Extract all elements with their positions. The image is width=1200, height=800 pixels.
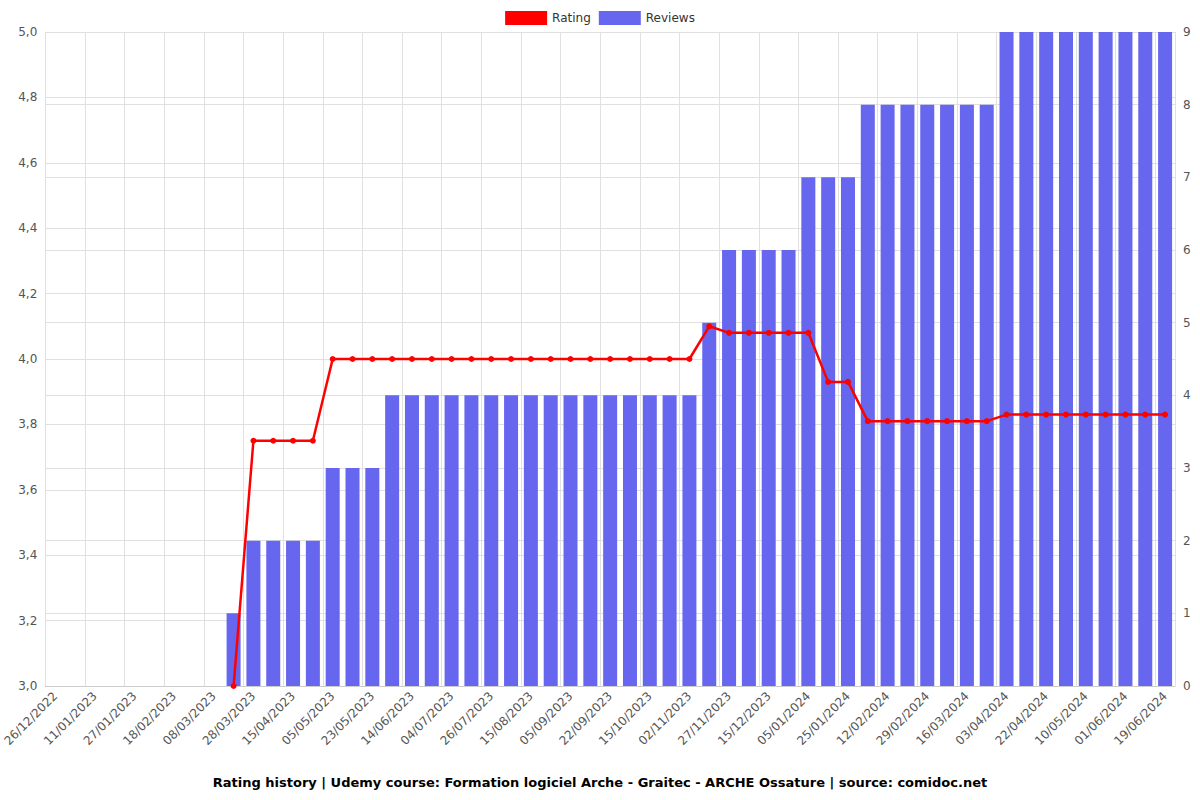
svg-text:15/10/2023: 15/10/2023 (596, 689, 655, 748)
svg-text:27/11/2023: 27/11/2023 (675, 689, 734, 748)
svg-text:4,6: 4,6 (18, 156, 37, 170)
svg-text:5,0: 5,0 (18, 25, 37, 39)
svg-text:29/02/2024: 29/02/2024 (873, 689, 933, 748)
svg-text:16/03/2024: 16/03/2024 (913, 689, 972, 748)
svg-text:18/02/2023: 18/02/2023 (120, 689, 180, 748)
svg-text:15/12/2023: 15/12/2023 (714, 689, 774, 748)
svg-text:22/04/2024: 22/04/2024 (992, 689, 1052, 748)
svg-text:26/12/2022: 26/12/2022 (1, 689, 61, 748)
svg-text:4: 4 (1183, 388, 1191, 402)
svg-text:22/09/2023: 22/09/2023 (556, 689, 616, 748)
svg-text:4,4: 4,4 (18, 221, 37, 235)
svg-text:15/08/2023: 15/08/2023 (477, 689, 536, 748)
svg-text:4,2: 4,2 (18, 287, 37, 301)
svg-text:Rating history | Udemy course:: Rating history | Udemy course: Formation… (213, 775, 987, 790)
svg-text:05/01/2024: 05/01/2024 (754, 689, 814, 748)
svg-text:19/06/2024: 19/06/2024 (1111, 689, 1170, 748)
svg-text:28/03/2023: 28/03/2023 (199, 689, 259, 748)
svg-text:15/04/2023: 15/04/2023 (239, 689, 298, 748)
svg-text:3,6: 3,6 (18, 483, 37, 497)
svg-text:05/09/2023: 05/09/2023 (516, 689, 576, 748)
svg-text:Rating: Rating (552, 11, 591, 25)
svg-text:2: 2 (1183, 534, 1191, 548)
svg-text:4,0: 4,0 (18, 352, 37, 366)
svg-text:1: 1 (1183, 606, 1191, 620)
svg-text:05/05/2023: 05/05/2023 (278, 689, 338, 748)
svg-text:14/06/2023: 14/06/2023 (358, 689, 417, 748)
svg-text:04/07/2023: 04/07/2023 (397, 689, 457, 748)
svg-text:25/01/2024: 25/01/2024 (794, 689, 853, 748)
svg-text:23/05/2023: 23/05/2023 (318, 689, 378, 748)
svg-text:3,8: 3,8 (18, 417, 37, 431)
svg-text:8: 8 (1183, 98, 1191, 112)
svg-text:3,4: 3,4 (18, 548, 37, 562)
svg-text:3: 3 (1183, 461, 1191, 475)
svg-text:Reviews: Reviews (646, 11, 695, 25)
svg-text:7: 7 (1183, 170, 1191, 184)
svg-text:02/11/2023: 02/11/2023 (635, 689, 695, 748)
svg-text:9: 9 (1183, 25, 1191, 39)
svg-text:11/01/2023: 11/01/2023 (41, 689, 100, 748)
svg-text:0: 0 (1183, 679, 1191, 693)
svg-text:03/04/2024: 03/04/2024 (952, 689, 1012, 748)
svg-text:08/03/2023: 08/03/2023 (160, 689, 219, 748)
svg-text:26/07/2023: 26/07/2023 (437, 689, 497, 748)
svg-text:10/05/2024: 10/05/2024 (1032, 689, 1091, 748)
svg-text:3,2: 3,2 (18, 614, 37, 628)
svg-text:3,0: 3,0 (18, 679, 37, 693)
svg-text:5: 5 (1183, 316, 1191, 330)
svg-text:27/01/2023: 27/01/2023 (80, 689, 140, 748)
svg-text:4,8: 4,8 (18, 90, 37, 104)
svg-text:01/06/2024: 01/06/2024 (1071, 689, 1131, 748)
svg-text:12/02/2024: 12/02/2024 (833, 689, 893, 748)
svg-text:6: 6 (1183, 243, 1191, 257)
